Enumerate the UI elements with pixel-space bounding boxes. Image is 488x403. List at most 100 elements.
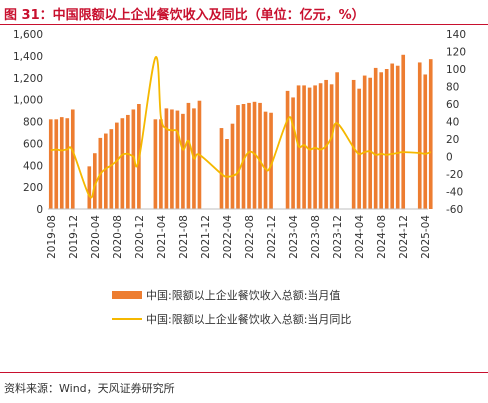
source-note: 资料来源：Wind，天风证券研究所 [4, 382, 175, 395]
revenue-bar [384, 69, 389, 209]
x-tick-label: 2024-12 [398, 215, 410, 259]
y-left-tick-label: 1,000 [13, 95, 43, 107]
y-left-tick-label: 0 [36, 204, 43, 216]
revenue-bar [104, 133, 108, 209]
y-right-axis: -60 -40 -20 0 20 40 60 80 100 120 140 [446, 29, 466, 216]
revenue-bar [219, 128, 224, 209]
x-tick-label: 2019-12 [68, 215, 80, 259]
x-tick-label: 2021-08 [178, 215, 190, 259]
revenue-bar [417, 62, 422, 209]
y-right-tick-label: 140 [446, 29, 466, 41]
yoy-line [50, 56, 432, 199]
revenue-bar [285, 90, 290, 209]
revenue-bar [379, 72, 384, 209]
y-right-tick-label: 40 [446, 117, 459, 129]
revenue-bar [115, 122, 119, 209]
revenue-bar [65, 118, 70, 209]
y-right-tick-label: 60 [446, 99, 459, 111]
x-tick-label: 2022-04 [222, 215, 234, 259]
revenue-bar [164, 108, 169, 209]
revenue-bar [87, 166, 92, 209]
x-tick-label: 2023-08 [310, 215, 322, 259]
x-tick-label: 2023-12 [332, 215, 344, 259]
x-tick-label: 2022-12 [266, 215, 278, 259]
bars [48, 54, 433, 209]
revenue-bar [92, 153, 97, 209]
revenue-bar [241, 104, 246, 209]
y-left-tick-label: 1,600 [13, 29, 43, 41]
revenue-bar [263, 111, 268, 209]
revenue-bar [120, 118, 125, 209]
revenue-bar [357, 88, 361, 209]
x-tick-label: 2020-12 [134, 215, 146, 259]
revenue-bar [131, 109, 136, 209]
revenue-bar [351, 79, 356, 209]
revenue-bar [170, 109, 174, 209]
legend-line-label: 中国:限额以上企业餐饮收入总额:当月同比 [146, 312, 351, 326]
revenue-bar [126, 114, 130, 209]
y-right-tick-label: 100 [446, 64, 466, 76]
y-left-tick-label: 400 [23, 160, 43, 172]
revenue-bar [318, 83, 323, 209]
y-left-tick-label: 1,400 [13, 51, 43, 63]
y-right-tick-label: 20 [446, 134, 459, 146]
revenue-bar [186, 102, 191, 209]
revenue-bar [59, 117, 64, 209]
revenue-bar [258, 102, 262, 209]
chart-title: 图 31：中国限额以上企业餐饮收入及同比（单位：亿元，%） [4, 8, 365, 23]
revenue-bar [269, 112, 273, 209]
revenue-bar [230, 123, 235, 209]
revenue-bar [368, 77, 372, 209]
y-left-tick-label: 200 [23, 182, 43, 194]
revenue-bar [54, 119, 59, 209]
revenue-bar [302, 85, 306, 209]
revenue-bar [70, 109, 75, 209]
yoy-line-series [50, 56, 432, 199]
revenue-bar [307, 87, 312, 209]
y-right-tick-label: 120 [446, 47, 466, 59]
x-tick-label: 2024-04 [354, 215, 366, 259]
y-right-tick-label: -40 [446, 187, 463, 199]
legend: 中国:限额以上企业餐饮收入总额:当月值 中国:限额以上企业餐饮收入总额:当月同比 [112, 288, 351, 326]
revenue-bar [401, 54, 406, 209]
y-right-tick-label: 0 [446, 152, 453, 164]
title-divider [0, 24, 488, 25]
source-divider [0, 372, 488, 373]
revenue-bar [335, 72, 339, 209]
revenue-bar [159, 119, 163, 209]
y-right-tick-label: -20 [446, 169, 463, 181]
x-tick-label: 2023-04 [288, 215, 300, 259]
revenue-bar [428, 59, 433, 209]
x-tick-label: 2024-08 [376, 215, 388, 259]
x-axis: 2019-08 2019-12 2020-04 2020-08 2020-12 2021-… [46, 208, 432, 259]
revenue-bar [153, 119, 158, 209]
revenue-bar [236, 105, 240, 209]
revenue-bar [329, 84, 334, 209]
revenue-bar [291, 97, 295, 209]
revenue-bar [373, 67, 378, 209]
revenue-bar [247, 102, 251, 209]
legend-bar-swatch [112, 291, 142, 299]
x-tick-label: 2022-08 [244, 215, 256, 259]
y-right-tick-label: -60 [446, 204, 463, 216]
y-left-tick-label: 800 [23, 117, 43, 129]
x-tick-label: 2020-08 [112, 215, 124, 259]
x-tick-label: 2020-04 [90, 215, 102, 259]
revenue-bar [390, 63, 395, 209]
revenue-bar [252, 101, 257, 209]
revenue-bar [423, 74, 428, 209]
legend-bar-label: 中国:限额以上企业餐饮收入总额:当月值 [146, 288, 340, 302]
x-tick-label: 2019-08 [46, 215, 58, 259]
y-left-axis: 0 200 400 600 800 1,000 1,200 1,400 1,600 [13, 29, 43, 216]
y-left-tick-label: 1,200 [13, 73, 43, 85]
revenue-bar [109, 129, 114, 209]
y-left-tick-label: 600 [23, 138, 43, 150]
y-right-tick-label: 80 [446, 82, 459, 94]
revenue-bar [395, 65, 400, 209]
revenue-bar [225, 139, 229, 209]
x-tick-label: 2021-12 [200, 215, 212, 259]
revenue-bar [48, 119, 53, 209]
revenue-bar [181, 113, 185, 209]
revenue-bar [175, 110, 180, 209]
